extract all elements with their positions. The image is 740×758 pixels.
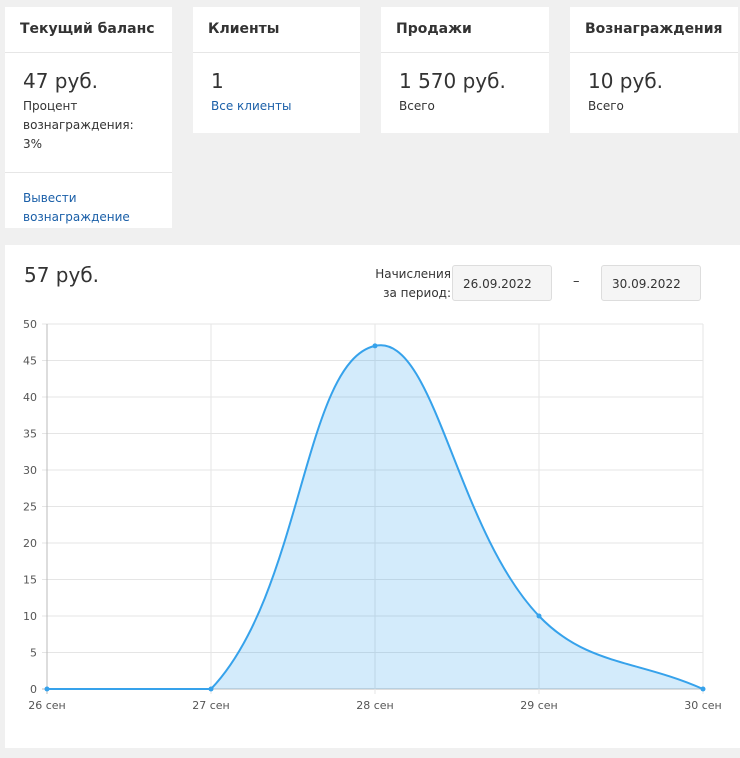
card-value: 10 руб. [588,69,664,93]
y-tick-label: 30 [23,464,37,477]
clients-link[interactable]: Все клиенты [211,99,292,113]
area [47,345,703,689]
card-title: Продажи [381,7,549,53]
point [372,343,378,349]
card-value: 1 570 руб. [399,69,506,93]
date-from-input[interactable]: 26.09.2022 [452,265,552,301]
card-note: Всего [399,99,435,113]
card-note: Процент вознаграждения: 3% [23,99,134,151]
chart-panel: 57 руб. Начисления за период: 26.09.2022… [5,245,740,748]
y-tick-label: 10 [23,610,37,623]
y-tick-label: 15 [23,574,37,587]
point [536,613,542,619]
card-title: Клиенты [193,7,360,53]
total: 57 руб. [24,263,100,287]
card-title: Текущий баланс [5,7,172,53]
point [208,686,214,692]
withdraw-link[interactable]: Вывести вознаграждение [23,191,130,224]
card-note: Всего [588,99,624,113]
card-title: Вознаграждения [570,7,738,53]
y-tick-label: 0 [30,683,37,696]
y-tick-label: 45 [23,355,37,368]
y-tick-label: 50 [23,318,37,331]
separator: – [573,274,580,289]
clients-card: Клиенты 1 Все клиенты [193,7,360,133]
date-to-input[interactable]: 30.09.2022 [601,265,701,301]
x-tick-label: 30 сен [684,699,722,712]
x-tick-label: 29 сен [520,699,558,712]
chart: 0 5 10 15 20 25 30 35 40 45 50 26 сен 27 сен 28 сен 29… [23,318,722,712]
period-label: Начисления за период: [375,267,451,300]
card-value: 47 руб. [23,69,99,93]
rewards-card: Вознаграждения 10 руб. Всего [570,7,738,133]
x-tick-label: 28 сен [356,699,394,712]
x-tick-label: 26 сен [28,699,66,712]
y-tick-label: 25 [23,501,37,514]
point [44,686,50,692]
y-tick-label: 35 [23,428,37,441]
balance-card: Текущий баланс 47 руб. Процент вознаграж… [5,7,172,228]
sales-card: Продажи 1 570 руб. Всего [381,7,549,133]
card-value: 1 [211,69,224,93]
y-tick-label: 5 [30,647,37,660]
point [700,686,706,692]
x-tick-label: 27 сен [192,699,230,712]
y-tick-label: 40 [23,391,37,404]
y-tick-label: 20 [23,537,37,550]
